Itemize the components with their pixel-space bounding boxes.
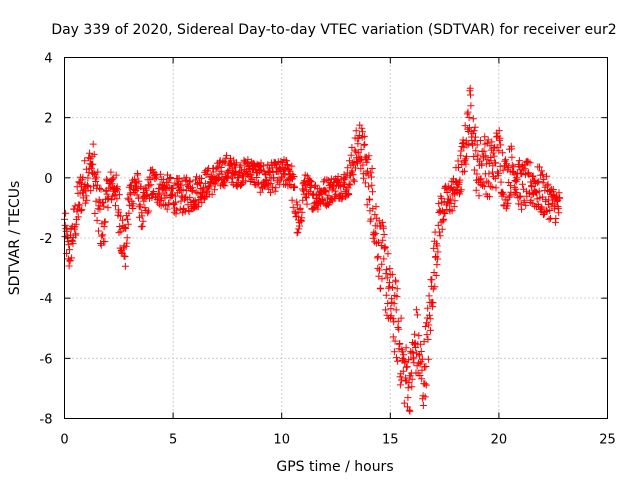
x-axis-label: GPS time / hours — [276, 459, 393, 475]
y-tick-label: 2 — [44, 112, 52, 127]
chart-title: Day 339 of 2020, Sidereal Day-to-day VTE… — [51, 22, 616, 38]
x-tick-label: 5 — [169, 433, 177, 448]
x-tick-label: 15 — [382, 433, 399, 448]
y-tick-label: 0 — [44, 172, 52, 187]
x-tick-label: 25 — [599, 433, 616, 448]
x-tick-label: 10 — [273, 433, 290, 448]
y-tick-label: -8 — [40, 413, 53, 428]
y-tick-label: -2 — [40, 232, 53, 247]
y-tick-label: 4 — [44, 52, 52, 67]
y-axis-label: SDTVAR / TECUs — [7, 181, 23, 296]
x-tick-label: 20 — [491, 433, 508, 448]
y-tick-label: -6 — [40, 352, 53, 367]
axis-ticks: 0 5 10 15 20 25 -8 -6 -4 -2 0 2 4 — [40, 52, 616, 448]
y-tick-label: -4 — [40, 292, 53, 307]
x-tick-label: 0 — [60, 433, 68, 448]
